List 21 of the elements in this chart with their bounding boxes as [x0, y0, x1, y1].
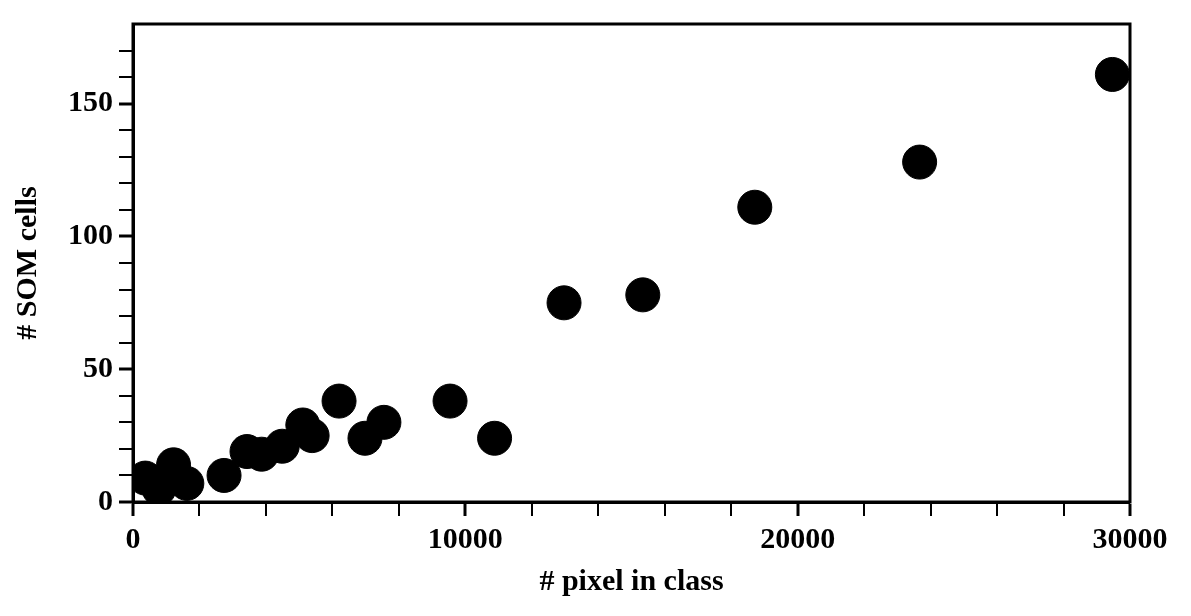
y-tick-label: 100 [68, 217, 113, 251]
point [477, 420, 513, 456]
x-tick-label: 0 [125, 520, 141, 554]
x-tick-label: 10000 [427, 520, 503, 554]
point [432, 383, 468, 419]
y-tick-label: 150 [68, 84, 113, 118]
point [902, 144, 938, 180]
y-axis-title: # SOM cells [8, 186, 42, 340]
point [366, 404, 402, 440]
point [206, 457, 242, 493]
point [321, 383, 357, 419]
x-tick-label: 30000 [1092, 520, 1168, 554]
point [1094, 56, 1130, 92]
point [264, 428, 300, 464]
x-axis-title: # pixel in class [539, 562, 724, 596]
point [546, 285, 582, 321]
y-tick-label: 0 [98, 482, 113, 516]
point [737, 189, 773, 225]
x-tick-label: 20000 [760, 520, 836, 554]
y-tick-label: 50 [83, 349, 113, 383]
point [625, 277, 661, 313]
